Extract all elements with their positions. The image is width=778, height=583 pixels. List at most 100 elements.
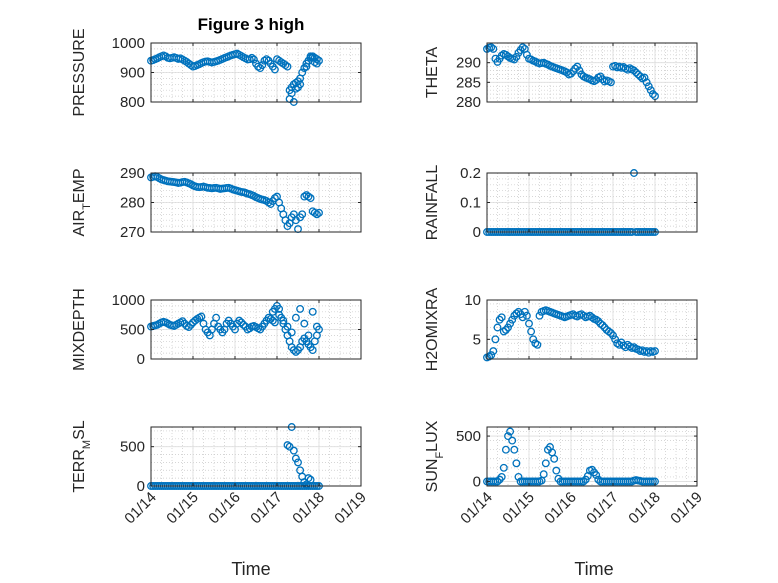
panel-2-data-point — [512, 52, 521, 61]
panel-5-data-point — [308, 307, 317, 316]
panel-2-data-point — [573, 62, 582, 71]
panel-5-data-point — [304, 331, 313, 340]
panel-6-data-point — [493, 323, 502, 332]
panel-6-data-point — [594, 317, 603, 326]
panel-2-data-point — [636, 72, 645, 81]
panel-8-data-point — [493, 477, 502, 486]
panel-3: 270 280 290 AIRTEMP — [71, 165, 362, 241]
panel-6-data-point — [485, 352, 494, 361]
panel-1-data-point — [296, 80, 305, 89]
panel-8-series — [483, 427, 659, 486]
panel-5-y-tick-label: 1000 — [112, 292, 145, 309]
panel-6-series — [483, 306, 659, 362]
x-axis-label-right: Time — [574, 559, 613, 579]
panel-6-data-point — [533, 340, 542, 349]
panel-1-data-point — [306, 52, 315, 61]
panel-6-data-point — [531, 339, 540, 348]
panel-5-y-tick-label: 0 — [137, 351, 145, 368]
panel-6-data-point — [529, 335, 538, 344]
panel-6-data-point — [535, 311, 544, 320]
panel-2-data-point — [632, 68, 641, 77]
panel-3-data-point — [270, 194, 279, 203]
panel-6-data-point — [604, 327, 613, 336]
panel-7-data-point — [306, 475, 315, 484]
panel-3-data-point — [306, 194, 315, 203]
panel-6-data-point — [520, 307, 529, 316]
panel-5-y-tick-label: 500 — [120, 322, 145, 339]
panel-6-data-point — [588, 313, 596, 322]
panel-8-y-tick-label: 0 — [473, 473, 481, 490]
panel-8-y-axis-label: SUNFLUX — [424, 420, 446, 492]
panel-8-data-point — [579, 477, 588, 486]
panel-2-data-point — [575, 66, 584, 75]
panel-5-data-point — [300, 319, 309, 328]
panel-5-data-point — [186, 320, 195, 329]
panel-5-series — [147, 301, 323, 356]
panel-2-data-point — [489, 44, 498, 53]
panel-2-data-point — [634, 70, 643, 79]
panel-1-data-point — [260, 56, 269, 65]
panel-6-data-point — [491, 335, 500, 344]
panel-5-data-point — [178, 317, 187, 326]
panel-6-data-point — [592, 315, 601, 324]
panel-5-data-point — [287, 328, 296, 337]
panel-6: 5 10 H2OMIXRA — [424, 287, 698, 371]
panel-8-y-tick-label: 500 — [456, 428, 481, 445]
panel-5-data-point — [197, 312, 206, 321]
panel-7-data-point — [304, 474, 313, 483]
panel-7-y-tick-label: 500 — [120, 439, 145, 456]
panel-8-data-point — [512, 459, 521, 468]
panel-6-y-axis-label: H2OMIXRA — [424, 287, 441, 371]
panel-5-data-point — [283, 322, 292, 331]
panel-5-data-point — [291, 347, 300, 356]
panel-8-data-point — [508, 436, 517, 445]
panel-7-data-point — [285, 442, 294, 451]
panel-1-y-tick-label: 800 — [120, 94, 145, 111]
panel-3-y-axis-label: AIRTEMP — [71, 168, 93, 236]
panel-1: 800 900 1000 PRESSURE — [71, 28, 362, 117]
panel-5-data-point — [270, 318, 279, 327]
panel-4-y-tick-label: 0.2 — [460, 165, 481, 182]
panel-4-y-axis-label: RAINFALL — [424, 165, 441, 241]
panel-2-data-point — [630, 66, 638, 75]
panel-2-y-tick-label: 280 — [456, 94, 481, 111]
panel-2-data-point — [646, 86, 655, 95]
panel-5-data-point — [296, 304, 305, 313]
panel-5-data-point — [235, 316, 244, 325]
panel-8-axes-box — [486, 426, 698, 487]
panel-2-axes-box — [486, 42, 698, 103]
panel-5-data-point — [184, 323, 193, 332]
panel-8-data-point — [541, 459, 550, 468]
panel-2-data-point — [571, 64, 580, 73]
panel-2: 280 285 290 THETA — [424, 42, 698, 111]
panel-5-data-point — [237, 318, 246, 327]
panel-7-data-point — [291, 454, 300, 463]
panel-1-y-tick-label: 900 — [120, 65, 145, 82]
panel-2-data-point — [640, 73, 649, 82]
panel-2-data-point — [567, 69, 575, 78]
panel-5-data-point — [270, 304, 279, 313]
panel-1-y-axis-label: PRESSURE — [71, 28, 88, 116]
panel-8-data-point — [552, 466, 561, 475]
panel-1-series — [147, 49, 323, 106]
panel-6-y-tick-label: 10 — [464, 292, 481, 309]
panel-6-data-point — [630, 343, 638, 352]
panel-1-data-point — [281, 61, 290, 70]
panel-2-y-tick-label: 285 — [456, 74, 481, 91]
panel-3-data-point — [310, 208, 319, 217]
panel-7-y-axis-label: TERRMSL — [71, 420, 93, 492]
panel-8-data-point — [506, 427, 515, 436]
panel-6-data-point — [487, 351, 496, 360]
panel-1-data-point — [312, 59, 321, 68]
panel-6-data-point — [606, 329, 615, 337]
panel-6-data-point — [522, 311, 531, 320]
panel-1-data-point — [262, 55, 271, 64]
panel-5-data-point — [239, 320, 248, 329]
panel-2-y-axis-label: THETA — [424, 47, 441, 99]
panel-8-data-point — [501, 445, 510, 454]
panel-3-data-point — [298, 210, 307, 219]
panel-1-data-point — [254, 62, 263, 71]
